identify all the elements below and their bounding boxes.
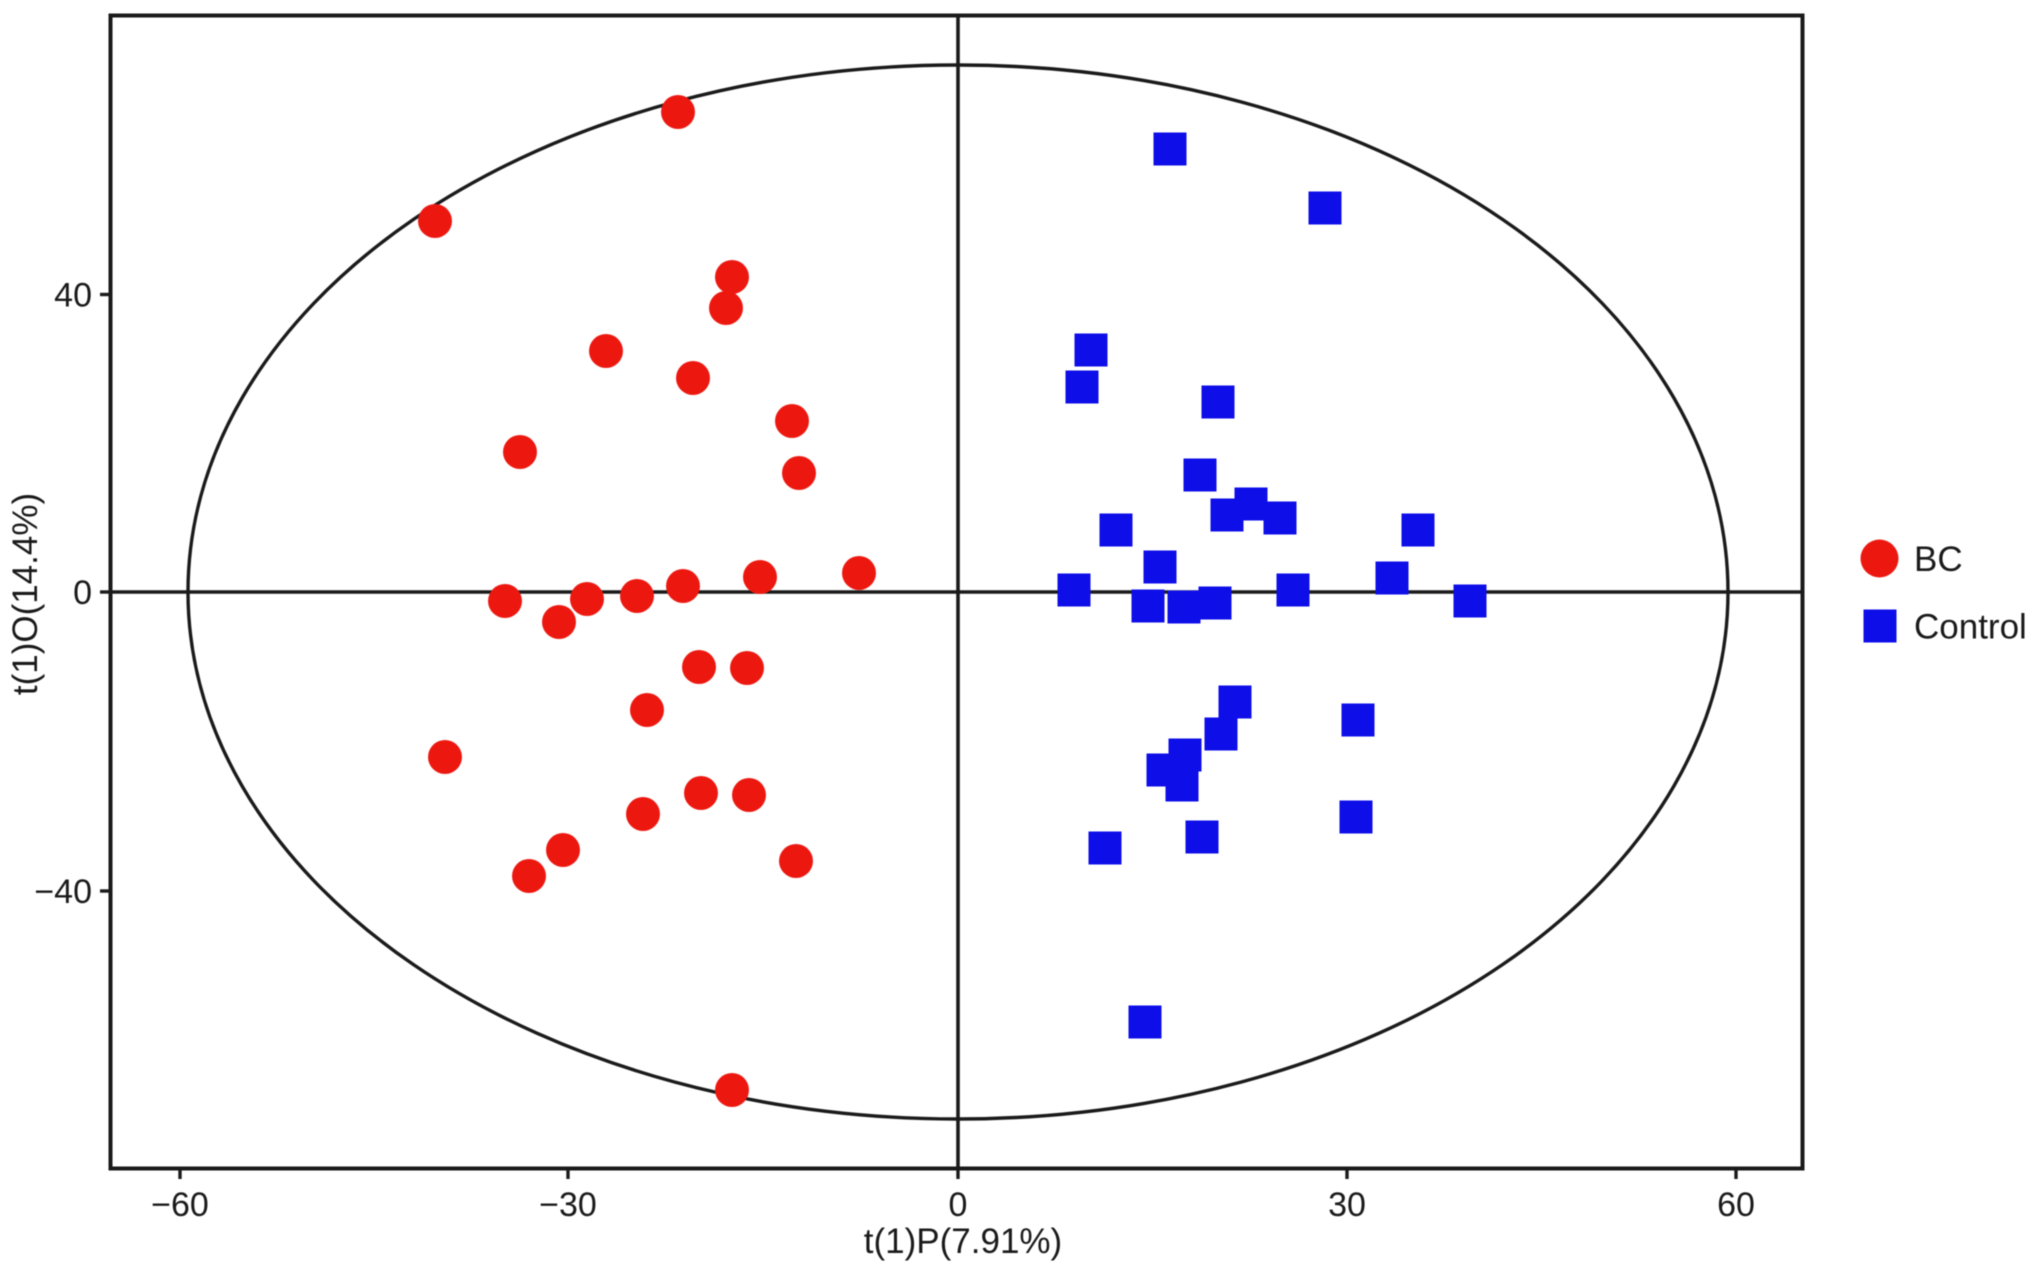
svg-text:−40: −40 xyxy=(34,873,92,911)
svg-text:t(1)P(7.91%): t(1)P(7.91%) xyxy=(864,1222,1062,1261)
svg-text:t(1)O(14.4%): t(1)O(14.4%) xyxy=(6,493,45,695)
svg-text:0: 0 xyxy=(949,1186,968,1224)
svg-text:60: 60 xyxy=(1717,1186,1755,1224)
svg-text:Control: Control xyxy=(1914,608,2027,647)
svg-text:40: 40 xyxy=(54,277,92,315)
svg-text:−30: −30 xyxy=(539,1186,597,1224)
svg-text:BC: BC xyxy=(1914,540,1963,579)
svg-text:−60: −60 xyxy=(151,1186,209,1224)
svg-text:0: 0 xyxy=(73,574,92,612)
svg-text:30: 30 xyxy=(1328,1186,1366,1224)
